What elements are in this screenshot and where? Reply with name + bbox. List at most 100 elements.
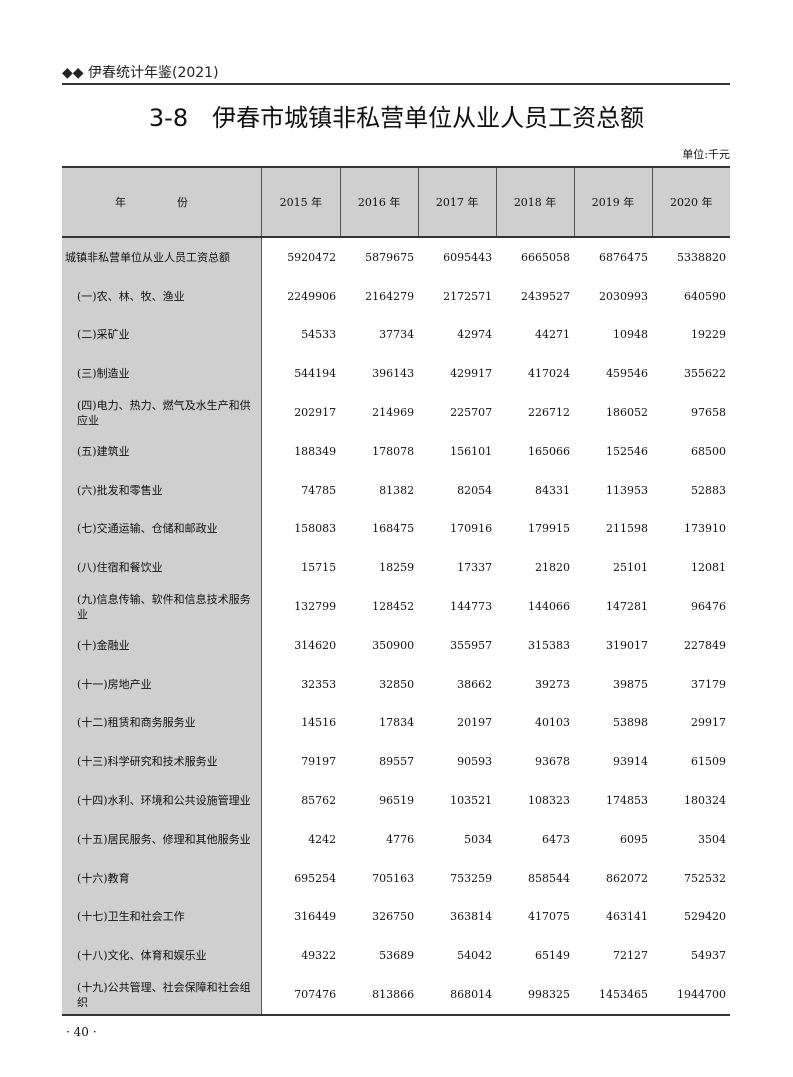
cell-value: 72127 bbox=[613, 949, 648, 963]
row-label: (十一)房地产业 bbox=[62, 664, 262, 704]
cell-value: 165066 bbox=[528, 444, 571, 458]
table-row: (十七)卫生和社会工作 316449 326750 363814 417075 46314… bbox=[62, 897, 730, 937]
cell-value: 753259 bbox=[450, 871, 493, 885]
cell-value: 319017 bbox=[606, 638, 648, 652]
cell-value: 170916 bbox=[450, 522, 493, 536]
cell-value: 82054 bbox=[457, 483, 493, 497]
cell-value: 61509 bbox=[691, 755, 726, 769]
row-label: (一)农、林、牧、渔业 bbox=[62, 276, 262, 316]
cell-value: 188349 bbox=[294, 444, 337, 458]
cell-value: 168475 bbox=[372, 522, 415, 536]
column-header: 2016 年 bbox=[339, 166, 419, 238]
cell-value: 752532 bbox=[684, 871, 726, 885]
table-row: 城镇非私营单位从业人员工资总额 5920472 5879675 6095443 6665… bbox=[62, 237, 730, 277]
row-label: (八)住宿和餐饮业 bbox=[62, 548, 262, 588]
cell-value: 49322 bbox=[301, 949, 337, 963]
column-header: 2017 年 bbox=[417, 166, 497, 238]
table-row: (九)信息传输、软件和信息技术服务业 132799 128452 144773 1440… bbox=[62, 587, 730, 626]
cell-value: 316449 bbox=[294, 910, 337, 924]
cell-value: 32353 bbox=[301, 677, 337, 691]
cell-value: 93914 bbox=[613, 755, 648, 769]
cell-value: 529420 bbox=[684, 910, 726, 924]
cell-value: 705163 bbox=[372, 871, 415, 885]
cell-value: 5034 bbox=[464, 832, 493, 846]
cell-value: 463141 bbox=[606, 910, 648, 924]
table-row: (二)采矿业 54533 37734 42974 44271 10948 19229 bbox=[62, 315, 730, 355]
header-row: 年 份 2015 年 2016 年 2017 年 2018 年 2019 年 2020 年 bbox=[62, 166, 730, 238]
cell-value: 32850 bbox=[379, 677, 415, 691]
cell-value: 40103 bbox=[535, 716, 571, 730]
cell-value: 20197 bbox=[457, 716, 493, 730]
cell-value: 38662 bbox=[457, 677, 493, 691]
cell-value: 363814 bbox=[450, 910, 493, 924]
cell-value: 180324 bbox=[684, 794, 726, 808]
cell-value: 54533 bbox=[301, 328, 337, 342]
table-row: (六)批发和零售业 74785 81382 82054 84331 113953 52883 bbox=[62, 470, 730, 510]
cell-value: 2439527 bbox=[521, 289, 571, 303]
table-row: (十五)居民服务、修理和其他服务业 4242 4776 5034 6473 6095 350… bbox=[62, 819, 730, 859]
row-label: (四)电力、热力、燃气及水生产和供应业 bbox=[62, 393, 262, 432]
cell-value: 355622 bbox=[684, 367, 726, 381]
table-row: (七)交通运输、仓储和邮政业 158083 168475 170916 179915 21… bbox=[62, 509, 730, 549]
row-label: (十三)科学研究和技术服务业 bbox=[62, 742, 262, 782]
cell-value: 813866 bbox=[340, 975, 419, 1016]
table-row: (十九)公共管理、社会保障和社会组织 707476 813866 868014 9983… bbox=[62, 975, 730, 1016]
cell-value: 2164279 bbox=[365, 289, 415, 303]
row-label: (十九)公共管理、社会保障和社会组织 bbox=[62, 975, 262, 1016]
table-title: 3-8 伊春市城镇非私营单位从业人员工资总额 bbox=[148, 104, 645, 132]
cell-value: 54937 bbox=[691, 949, 726, 963]
table-row: (十一)房地产业 32353 32850 38662 39273 39875 37179 bbox=[62, 664, 730, 704]
cell-value: 144066 bbox=[528, 600, 571, 614]
row-label: (九)信息传输、软件和信息技术服务业 bbox=[62, 587, 262, 626]
cell-value: 227849 bbox=[684, 638, 726, 652]
cell-value: 707476 bbox=[261, 975, 341, 1016]
cell-value: 211598 bbox=[606, 522, 648, 536]
cell-value: 53898 bbox=[613, 716, 648, 730]
cell-value: 144773 bbox=[450, 600, 493, 614]
cell-value: 226712 bbox=[528, 406, 571, 420]
cell-value: 25101 bbox=[613, 561, 648, 575]
cell-value: 2030993 bbox=[599, 289, 648, 303]
cell-value: 202917 bbox=[294, 406, 337, 420]
cell-value: 2249906 bbox=[287, 289, 337, 303]
cell-value: 108323 bbox=[528, 794, 571, 808]
row-label: (十七)卫生和社会工作 bbox=[62, 897, 262, 937]
cell-value: 396143 bbox=[372, 367, 415, 381]
cell-value: 326750 bbox=[372, 910, 415, 924]
cell-value: 1944700 bbox=[652, 975, 730, 1016]
cell-value: 147281 bbox=[606, 600, 648, 614]
column-header: 2018 年 bbox=[495, 166, 575, 238]
cell-value: 868014 bbox=[418, 975, 497, 1016]
table-row: (十三)科学研究和技术服务业 79197 89557 90593 93678 93914 6… bbox=[62, 742, 730, 782]
row-label: (二)采矿业 bbox=[62, 315, 262, 355]
cell-value: 858544 bbox=[528, 871, 571, 885]
cell-value: 12081 bbox=[691, 561, 726, 575]
cell-value: 1453465 bbox=[574, 975, 652, 1016]
table-row: (八)住宿和餐饮业 15715 18259 17337 21820 25101 12081 bbox=[62, 548, 730, 588]
cell-value: 19229 bbox=[691, 328, 726, 342]
cell-value: 65149 bbox=[535, 949, 571, 963]
cell-value: 14516 bbox=[301, 716, 337, 730]
cell-value: 18259 bbox=[379, 561, 415, 575]
cell-value: 68500 bbox=[691, 444, 726, 458]
table-row: (十)金融业 314620 350900 355957 315383 319017 2278… bbox=[62, 625, 730, 665]
cell-value: 42974 bbox=[457, 328, 493, 342]
table-row: (十六)教育 695254 705163 753259 858544 862072 7525… bbox=[62, 858, 730, 898]
row-label: (七)交通运输、仓储和邮政业 bbox=[62, 509, 262, 549]
cell-value: 103521 bbox=[450, 794, 493, 808]
table-row: (五)建筑业 188349 178078 156101 165066 152546 6850… bbox=[62, 431, 730, 471]
cell-value: 81382 bbox=[379, 483, 415, 497]
cell-value: 10948 bbox=[613, 328, 648, 342]
cell-value: 417075 bbox=[528, 910, 571, 924]
row-label: (五)建筑业 bbox=[62, 431, 262, 471]
cell-value: 5920472 bbox=[287, 250, 337, 264]
cell-value: 156101 bbox=[450, 444, 493, 458]
cell-value: 186052 bbox=[606, 406, 648, 420]
cell-value: 84331 bbox=[535, 483, 571, 497]
cell-value: 6095443 bbox=[443, 250, 493, 264]
cell-value: 89557 bbox=[379, 755, 415, 769]
table-row: (四)电力、热力、燃气及水生产和供应业 202917 214969 225707 226… bbox=[62, 393, 730, 432]
cell-value: 158083 bbox=[294, 522, 337, 536]
cell-value: 4776 bbox=[386, 832, 415, 846]
